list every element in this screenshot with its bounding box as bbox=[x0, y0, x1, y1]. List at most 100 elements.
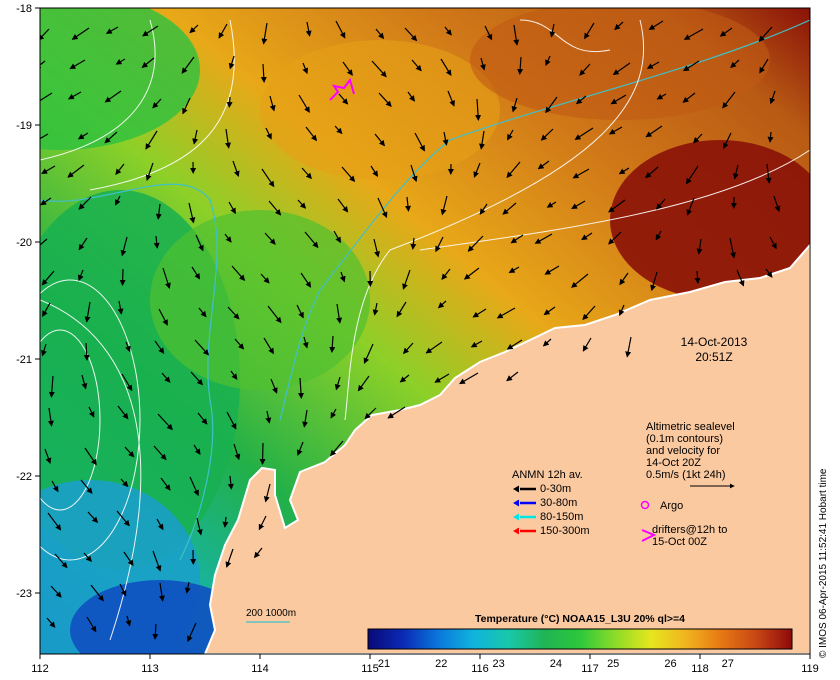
velocity-arrow bbox=[190, 371, 204, 386]
velocity-arrow bbox=[618, 304, 625, 317]
velocity-arrow bbox=[619, 272, 629, 286]
velocity-arrow bbox=[608, 199, 626, 213]
drifters-line: 15-Oct 00Z bbox=[652, 536, 707, 548]
velocity-arrow bbox=[86, 616, 97, 633]
velocity-arrow bbox=[544, 265, 560, 275]
velocity-arrow bbox=[182, 97, 191, 115]
velocity-arrow bbox=[119, 583, 127, 597]
velocity-arrow bbox=[226, 96, 233, 108]
velocity-arrow bbox=[404, 196, 411, 212]
lon-tick-label: 118 bbox=[691, 663, 709, 675]
velocity-arrow bbox=[459, 372, 479, 385]
velocity-arrow bbox=[305, 21, 312, 37]
velocity-arrow bbox=[722, 132, 732, 150]
velocity-arrow bbox=[377, 197, 388, 219]
lat-tick-label: -18 bbox=[16, 3, 32, 15]
velocity-arrow bbox=[125, 615, 132, 627]
velocity-arrow bbox=[123, 551, 134, 567]
velocity-arrow bbox=[51, 480, 59, 493]
velocity-arrow bbox=[335, 20, 346, 39]
velocity-arrow bbox=[260, 63, 267, 83]
velocity-arrow bbox=[414, 132, 425, 152]
velocity-arrow bbox=[192, 129, 199, 145]
velocity-arrow bbox=[222, 516, 229, 528]
plot-frame bbox=[39, 7, 811, 655]
velocity-arrow bbox=[156, 518, 164, 531]
velocity-arrow bbox=[114, 195, 121, 206]
velocity-arrow bbox=[40, 238, 48, 246]
velocity-arrow bbox=[232, 160, 240, 178]
velocity-arrow bbox=[158, 308, 168, 326]
lon-tick-label: 117 bbox=[581, 663, 599, 675]
velocity-arrow bbox=[152, 623, 159, 640]
velocity-arrow bbox=[189, 476, 199, 497]
altimetry-line: (0.1m contours) bbox=[646, 433, 723, 445]
velocity-arrow bbox=[329, 335, 336, 353]
velocity-arrow bbox=[435, 236, 444, 253]
velocity-arrow bbox=[479, 130, 485, 150]
velocity-arrow bbox=[440, 58, 452, 77]
velocity-arrow bbox=[517, 56, 524, 75]
velocity-arrow bbox=[545, 96, 558, 114]
anmn-legend: ANMN 12h av. 0-30m 30-80m 80-150m 150-300m bbox=[512, 469, 590, 537]
velocity-arrow bbox=[759, 58, 769, 74]
velocity-arrow bbox=[302, 336, 309, 349]
velocity-arrow bbox=[296, 304, 304, 319]
velocity-arrow bbox=[224, 233, 232, 243]
velocity-arrow bbox=[225, 548, 234, 568]
velocity-arrow bbox=[153, 235, 160, 249]
velocity-arrow bbox=[656, 93, 667, 100]
altimetry-line: and velocity for bbox=[646, 445, 720, 457]
velocity-arrow bbox=[115, 163, 125, 175]
colorbar-gradient bbox=[367, 628, 793, 650]
velocity-arrow bbox=[582, 305, 596, 321]
colorbar-tick-label: 22 bbox=[435, 658, 447, 670]
velocity-arrow bbox=[88, 406, 95, 418]
velocity-arrow bbox=[228, 201, 236, 215]
velocity-arrow bbox=[197, 412, 208, 425]
velocity-arrow bbox=[228, 55, 235, 70]
velocity-arrow bbox=[682, 60, 700, 72]
velocity-arrow bbox=[364, 407, 377, 420]
anmn-depth-label: 150-300m bbox=[540, 525, 590, 537]
velocity-arrow bbox=[302, 62, 309, 75]
velocity-arrow bbox=[510, 234, 524, 244]
lon-tick-label: 113 bbox=[141, 663, 159, 675]
colorbar-tick-label: 25 bbox=[607, 658, 619, 670]
velocity-arrow bbox=[444, 26, 452, 36]
velocity-arrow bbox=[196, 517, 203, 536]
velocity-arrow bbox=[440, 195, 448, 216]
time-label: 20:51Z bbox=[695, 350, 732, 364]
velocity-arrow bbox=[339, 271, 346, 283]
velocity-arrow bbox=[253, 547, 263, 559]
velocity-arrow bbox=[502, 202, 517, 215]
lat-tick-label: -22 bbox=[16, 471, 32, 483]
velocity-arrow bbox=[534, 233, 553, 244]
velocity-arrow bbox=[425, 341, 443, 354]
velocity-arrow bbox=[296, 441, 304, 456]
lat-tick-label: -20 bbox=[16, 237, 32, 249]
velocity-arrow bbox=[77, 269, 84, 282]
velocity-arrow bbox=[297, 377, 304, 399]
velocity-arrow bbox=[42, 302, 51, 317]
velocity-arrow bbox=[301, 167, 312, 180]
velocity-arrow bbox=[84, 301, 91, 323]
drifters-line: drifters@12h to bbox=[652, 524, 727, 536]
velocity-arrow bbox=[683, 28, 704, 40]
velocity-arrow bbox=[78, 196, 92, 210]
velocity-arrow bbox=[404, 27, 418, 42]
velocity-arrow bbox=[120, 236, 128, 257]
velocity-arrow bbox=[337, 198, 349, 213]
velocity-arrow bbox=[41, 343, 47, 357]
velocity-arrow bbox=[608, 126, 623, 135]
anmn-title: ANMN 12h av. bbox=[512, 469, 583, 481]
velocity-arrow bbox=[473, 162, 481, 178]
anmn-depth-label: 0-30m bbox=[540, 483, 571, 495]
velocity-arrow bbox=[730, 59, 740, 69]
velocity-arrow bbox=[370, 165, 379, 177]
velocity-arrow bbox=[297, 199, 307, 209]
velocity-arrow bbox=[475, 98, 482, 121]
velocity-arrow bbox=[646, 61, 660, 69]
colorbar-tick-label: 23 bbox=[492, 658, 504, 670]
velocity-arrow bbox=[67, 164, 85, 178]
